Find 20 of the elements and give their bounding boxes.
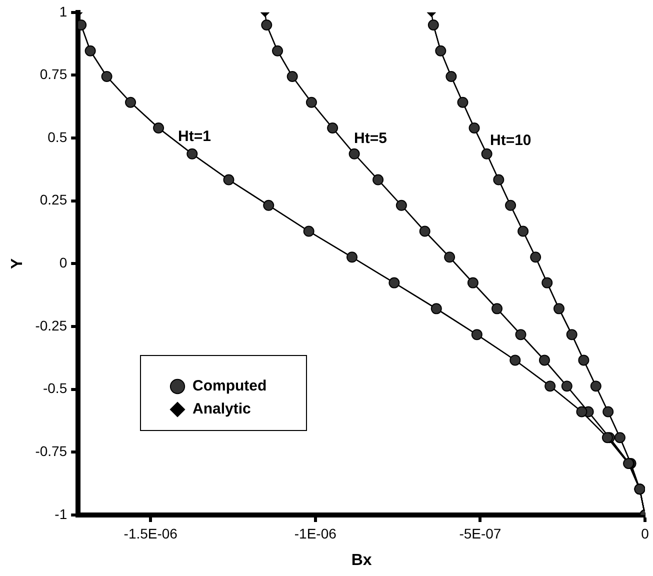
y-tick-label: -1 <box>54 506 68 522</box>
x-axis-title: Bx <box>351 552 372 569</box>
y-tick-label: 0 <box>59 254 68 271</box>
x-tick-label: 0 <box>641 525 650 542</box>
legend-label: Computed <box>192 378 267 395</box>
y-tick-label: 1 <box>59 3 68 20</box>
y-tick-label: 0.5 <box>48 128 68 145</box>
y-tick-label: -0.5 <box>42 380 68 396</box>
x-tick-label: -5E-07 <box>459 525 502 542</box>
annotation: Ht=1 <box>178 128 211 145</box>
y-tick-label: -0.75 <box>35 443 68 460</box>
y-axis-title: Y <box>9 258 26 270</box>
legend-label: Analytic <box>192 400 251 418</box>
y-tick-label: 0.25 <box>40 192 68 208</box>
x-tick-label: -1.5E-06 <box>124 525 178 542</box>
annotation: Ht=5 <box>354 130 387 147</box>
annotation: Ht=10 <box>490 132 532 149</box>
x-tick-label: -1E-06 <box>294 525 337 542</box>
y-tick-label: 0.75 <box>40 66 68 82</box>
y-tick-label: -0.25 <box>35 317 68 334</box>
